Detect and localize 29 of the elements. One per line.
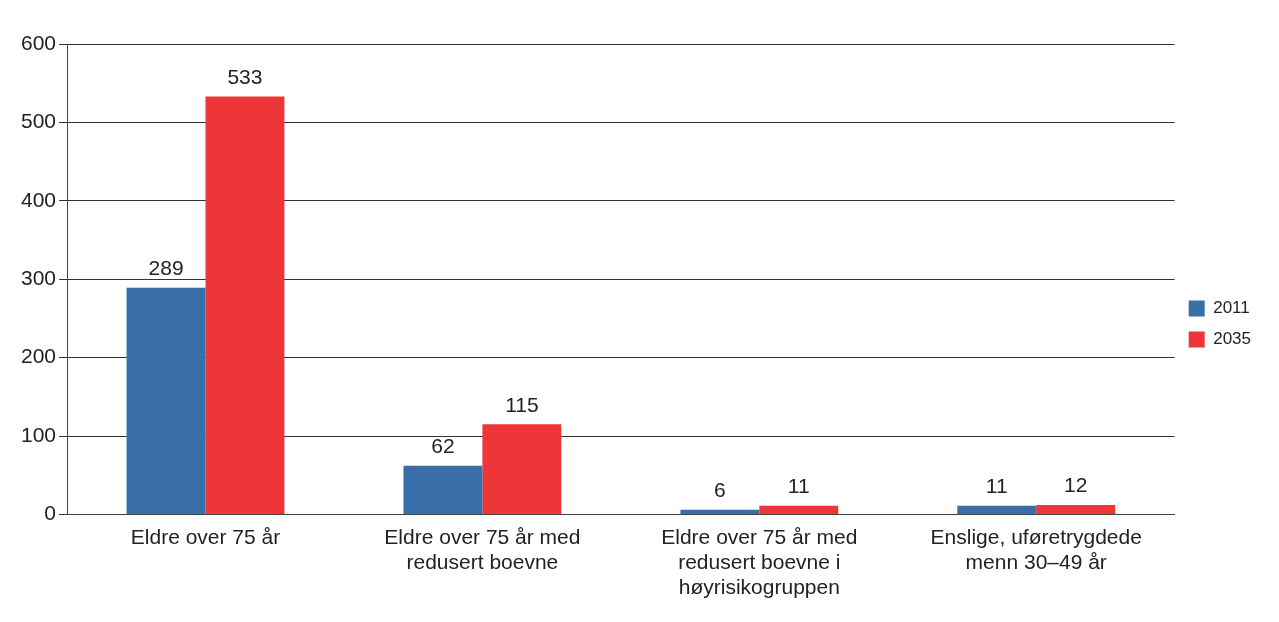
- y-tick-label: 200: [20, 344, 57, 368]
- data-label: 289: [148, 256, 184, 280]
- bar: [759, 505, 839, 514]
- data-label: 11: [787, 474, 810, 498]
- data-label: 6: [714, 477, 726, 501]
- data-label: 533: [227, 64, 263, 88]
- x-tick-label: Eldre over 75 år med redusert boevne i høyrisikogruppen: [661, 524, 858, 599]
- bar: [680, 509, 760, 514]
- bar: [403, 465, 483, 514]
- bar: [205, 96, 285, 514]
- x-tick-label: Eldre over 75 år med redusert boevne: [384, 524, 581, 573]
- bar: [957, 505, 1037, 514]
- y-tick-label: 400: [20, 187, 57, 211]
- bar: [1036, 504, 1116, 514]
- legend-label: 2011: [1213, 298, 1250, 318]
- data-label: 62: [431, 434, 455, 458]
- data-label: 12: [1064, 473, 1088, 497]
- legend-label: 2035: [1213, 329, 1252, 349]
- data-label: 11: [985, 474, 1008, 498]
- y-tick-label: 0: [44, 501, 57, 525]
- y-tick-label: 600: [20, 30, 57, 54]
- bar: [126, 287, 206, 514]
- data-label: 115: [505, 392, 539, 416]
- x-tick-label: Eldre over 75 år: [130, 524, 281, 548]
- y-tick-label: 300: [20, 266, 57, 289]
- y-tick-label: 500: [20, 109, 57, 133]
- bar: [482, 424, 562, 514]
- x-tick-label: Enslige, uføretrygdede menn 30–49 år: [930, 524, 1142, 573]
- y-tick-label: 100: [20, 422, 57, 446]
